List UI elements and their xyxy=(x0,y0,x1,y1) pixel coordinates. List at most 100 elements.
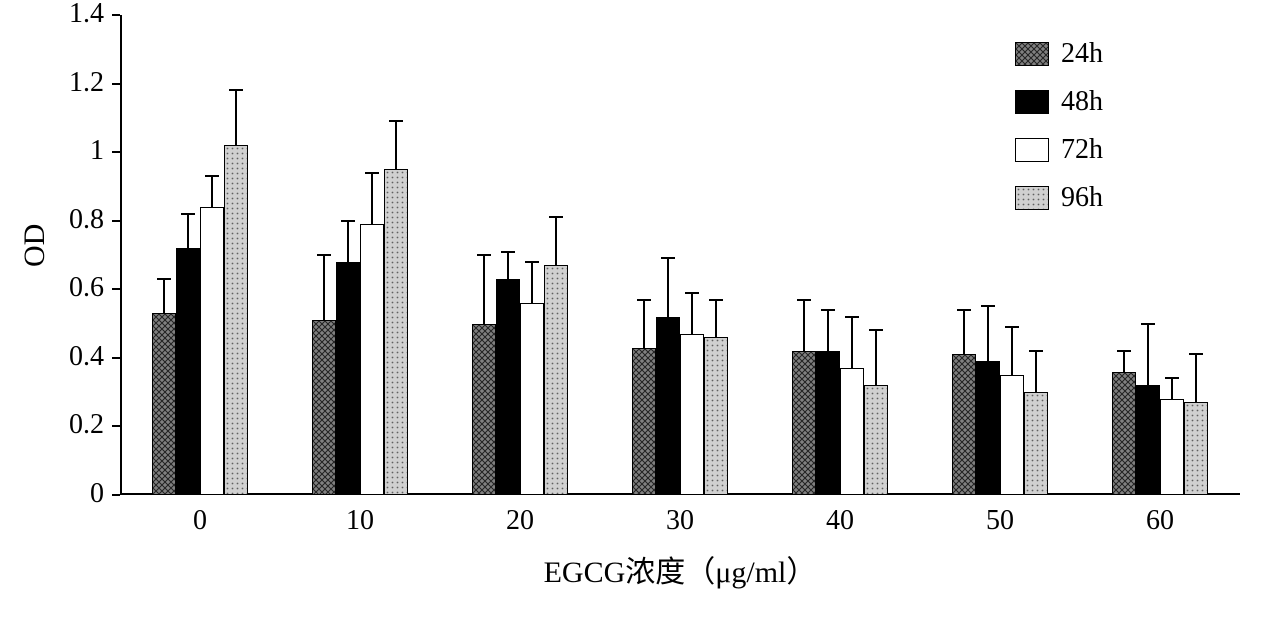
error-cap xyxy=(821,309,835,311)
y-tick xyxy=(112,14,120,16)
error-bar xyxy=(555,217,557,265)
error-bar xyxy=(1035,351,1037,392)
x-axis-title: EGCG浓度（μg/ml） xyxy=(480,547,880,591)
error-cap xyxy=(661,257,675,259)
x-tick-label: 60 xyxy=(1120,505,1200,537)
error-cap xyxy=(981,305,995,307)
y-tick-label: 0.4 xyxy=(30,341,104,373)
error-bar xyxy=(643,300,645,348)
x-tick-label: 0 xyxy=(160,505,240,537)
bar xyxy=(656,317,680,495)
bar xyxy=(1136,385,1160,495)
legend-label: 24h xyxy=(1061,38,1103,70)
legend-swatch xyxy=(1015,42,1049,66)
y-tick-label: 0.2 xyxy=(30,409,104,441)
bar xyxy=(840,368,864,495)
error-cap xyxy=(1117,350,1131,352)
x-tick-label: 50 xyxy=(960,505,1040,537)
error-bar xyxy=(531,262,533,303)
error-cap xyxy=(1005,326,1019,328)
error-bar xyxy=(1147,324,1149,386)
error-cap xyxy=(1189,353,1203,355)
error-cap xyxy=(389,120,403,122)
error-cap xyxy=(797,299,811,301)
bar xyxy=(152,313,176,495)
bar xyxy=(1024,392,1048,495)
error-cap xyxy=(205,175,219,177)
legend-swatch xyxy=(1015,138,1049,162)
error-bar xyxy=(667,258,669,316)
y-tick xyxy=(112,425,120,427)
error-cap xyxy=(229,89,243,91)
error-bar xyxy=(395,121,397,169)
legend-label: 48h xyxy=(1061,86,1103,118)
legend-item: 72h xyxy=(1015,134,1103,166)
bar xyxy=(792,351,816,495)
error-cap xyxy=(549,216,563,218)
y-tick-label: 1.2 xyxy=(30,67,104,99)
bar xyxy=(496,279,520,495)
error-cap xyxy=(317,254,331,256)
error-cap xyxy=(1165,377,1179,379)
error-cap xyxy=(525,261,539,263)
error-bar xyxy=(235,90,237,145)
x-tick-label: 40 xyxy=(800,505,880,537)
error-cap xyxy=(1141,323,1155,325)
y-tick xyxy=(112,494,120,496)
bar xyxy=(952,354,976,495)
bar xyxy=(224,145,248,495)
bar xyxy=(976,361,1000,495)
bar xyxy=(312,320,336,495)
error-bar xyxy=(187,214,189,248)
error-bar xyxy=(1123,351,1125,372)
bar xyxy=(1184,402,1208,495)
error-bar xyxy=(483,255,485,324)
error-bar xyxy=(507,252,509,279)
bar xyxy=(632,348,656,495)
y-tick-label: 0.8 xyxy=(30,204,104,236)
bar xyxy=(176,248,200,495)
y-tick xyxy=(112,357,120,359)
bar xyxy=(336,262,360,495)
error-cap xyxy=(869,329,883,331)
error-bar xyxy=(163,279,165,313)
error-cap xyxy=(501,251,515,253)
y-tick xyxy=(112,83,120,85)
y-tick-label: 0.6 xyxy=(30,272,104,304)
bar xyxy=(1160,399,1184,495)
error-bar xyxy=(691,293,693,334)
x-tick-label: 10 xyxy=(320,505,400,537)
legend-swatch xyxy=(1015,90,1049,114)
legend-label: 96h xyxy=(1061,182,1103,214)
bar xyxy=(472,324,496,495)
error-cap xyxy=(709,299,723,301)
error-cap xyxy=(637,299,651,301)
legend-swatch xyxy=(1015,186,1049,210)
error-cap xyxy=(365,172,379,174)
y-tick-label: 0 xyxy=(30,478,104,510)
bar xyxy=(816,351,840,495)
legend-item: 96h xyxy=(1015,182,1103,214)
error-bar xyxy=(963,310,965,355)
bar xyxy=(384,169,408,495)
error-cap xyxy=(845,316,859,318)
error-bar xyxy=(1011,327,1013,375)
legend-item: 24h xyxy=(1015,38,1103,70)
y-tick xyxy=(112,151,120,153)
error-bar xyxy=(851,317,853,368)
error-cap xyxy=(1029,350,1043,352)
bar xyxy=(520,303,544,495)
error-bar xyxy=(1171,378,1173,399)
bar xyxy=(704,337,728,495)
chart-root: OD EGCG浓度（μg/ml） 24h48h72h96h 00.20.40.6… xyxy=(0,0,1267,617)
bar xyxy=(864,385,888,495)
bar xyxy=(1112,372,1136,495)
y-tick-label: 1.4 xyxy=(30,0,104,30)
legend-item: 48h xyxy=(1015,86,1103,118)
bar xyxy=(680,334,704,495)
error-bar xyxy=(1195,354,1197,402)
y-tick xyxy=(112,288,120,290)
error-cap xyxy=(341,220,355,222)
bar xyxy=(200,207,224,495)
error-cap xyxy=(477,254,491,256)
